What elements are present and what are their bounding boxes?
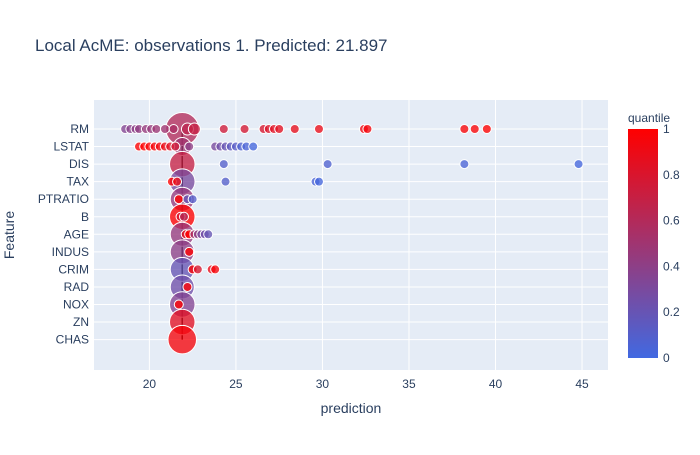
colorbar-tick-labels: 0 0.2 0.4 0.6 0.8 1 <box>663 122 680 365</box>
y-tick-label: CRIM <box>58 262 89 276</box>
data-point-crim[interactable] <box>192 264 203 275</box>
x-tick-label: 40 <box>489 377 503 391</box>
data-point-nox[interactable] <box>173 299 184 310</box>
data-point-rm[interactable] <box>159 124 170 134</box>
y-tick-label: RAD <box>64 280 90 294</box>
data-point-rm[interactable] <box>187 122 201 136</box>
data-point-chas[interactable] <box>167 324 198 355</box>
y-tick-label: DIS <box>69 157 89 171</box>
data-point-ptratio[interactable] <box>173 194 184 205</box>
y-tick-label: TAX <box>67 175 89 189</box>
data-point-rm[interactable] <box>151 124 162 134</box>
data-point-ptratio[interactable] <box>187 194 198 205</box>
x-tick-labels: 20 25 30 35 40 45 <box>143 377 589 391</box>
colorbar-tick-label: 0.4 <box>663 259 680 273</box>
y-tick-label: PTRATIO <box>38 192 89 206</box>
data-point-tax[interactable] <box>313 176 324 187</box>
colorbar-tick-label: 0.2 <box>663 305 680 319</box>
y-tick-label: INDUS <box>52 245 89 259</box>
y-tick-label: B <box>81 210 89 224</box>
data-point-dis[interactable] <box>459 159 470 170</box>
data-point-rm[interactable] <box>459 124 470 134</box>
x-tick-label: 30 <box>316 377 330 391</box>
data-point-dis[interactable] <box>322 159 333 170</box>
colorbar <box>628 129 658 358</box>
colorbar-title: quantile <box>628 111 670 125</box>
x-tick-label: 25 <box>229 377 243 391</box>
data-point-crim[interactable] <box>210 264 221 275</box>
y-axis-label: Feature <box>1 211 17 259</box>
data-point-dis[interactable] <box>218 159 229 170</box>
data-point-rm[interactable] <box>313 124 324 134</box>
colorbar-tick-label: 0 <box>663 351 670 365</box>
colorbar-tick-label: 1 <box>663 122 670 136</box>
data-point-rm[interactable] <box>481 124 492 134</box>
data-point-rm[interactable] <box>289 124 300 134</box>
data-point-age[interactable] <box>203 229 214 240</box>
data-points <box>120 112 584 355</box>
y-tick-label: CHAS <box>56 333 89 347</box>
colorbar-tick-label: 0.6 <box>663 214 680 228</box>
data-point-b[interactable] <box>178 211 189 222</box>
data-point-rm[interactable] <box>218 124 229 134</box>
y-tick-label: AGE <box>64 227 89 241</box>
data-point-lstat[interactable] <box>248 141 259 152</box>
y-tick-labels: RM LSTAT DIS TAX PTRATIO B AGE INDUS CRIM RAD NOX Z… <box>38 122 90 347</box>
y-tick-label: ZN <box>73 315 89 329</box>
data-point-tax[interactable] <box>220 176 231 187</box>
chart-title: Local AcME: observations 1. Predicted: 2… <box>35 36 387 55</box>
x-axis-label: prediction <box>321 400 382 416</box>
data-point-dis[interactable] <box>573 159 584 170</box>
y-tick-label: LSTAT <box>53 140 89 154</box>
y-tick-label: RM <box>70 122 89 136</box>
x-tick-label: 20 <box>143 377 157 391</box>
data-point-rad[interactable] <box>182 281 193 292</box>
y-tick-label: NOX <box>63 298 89 312</box>
data-point-tax[interactable] <box>172 176 183 187</box>
x-tick-label: 45 <box>575 377 589 391</box>
data-point-rm[interactable] <box>274 124 285 134</box>
x-tick-label: 35 <box>402 377 416 391</box>
data-point-rm[interactable] <box>469 124 480 134</box>
data-point-lstat[interactable] <box>170 141 181 152</box>
data-point-rm[interactable] <box>239 124 250 134</box>
data-point-lstat[interactable] <box>184 141 195 152</box>
data-point-rm[interactable] <box>362 124 373 134</box>
colorbar-tick-label: 0.8 <box>663 168 680 182</box>
data-point-indus[interactable] <box>184 246 195 257</box>
data-point-rm[interactable] <box>168 124 179 134</box>
